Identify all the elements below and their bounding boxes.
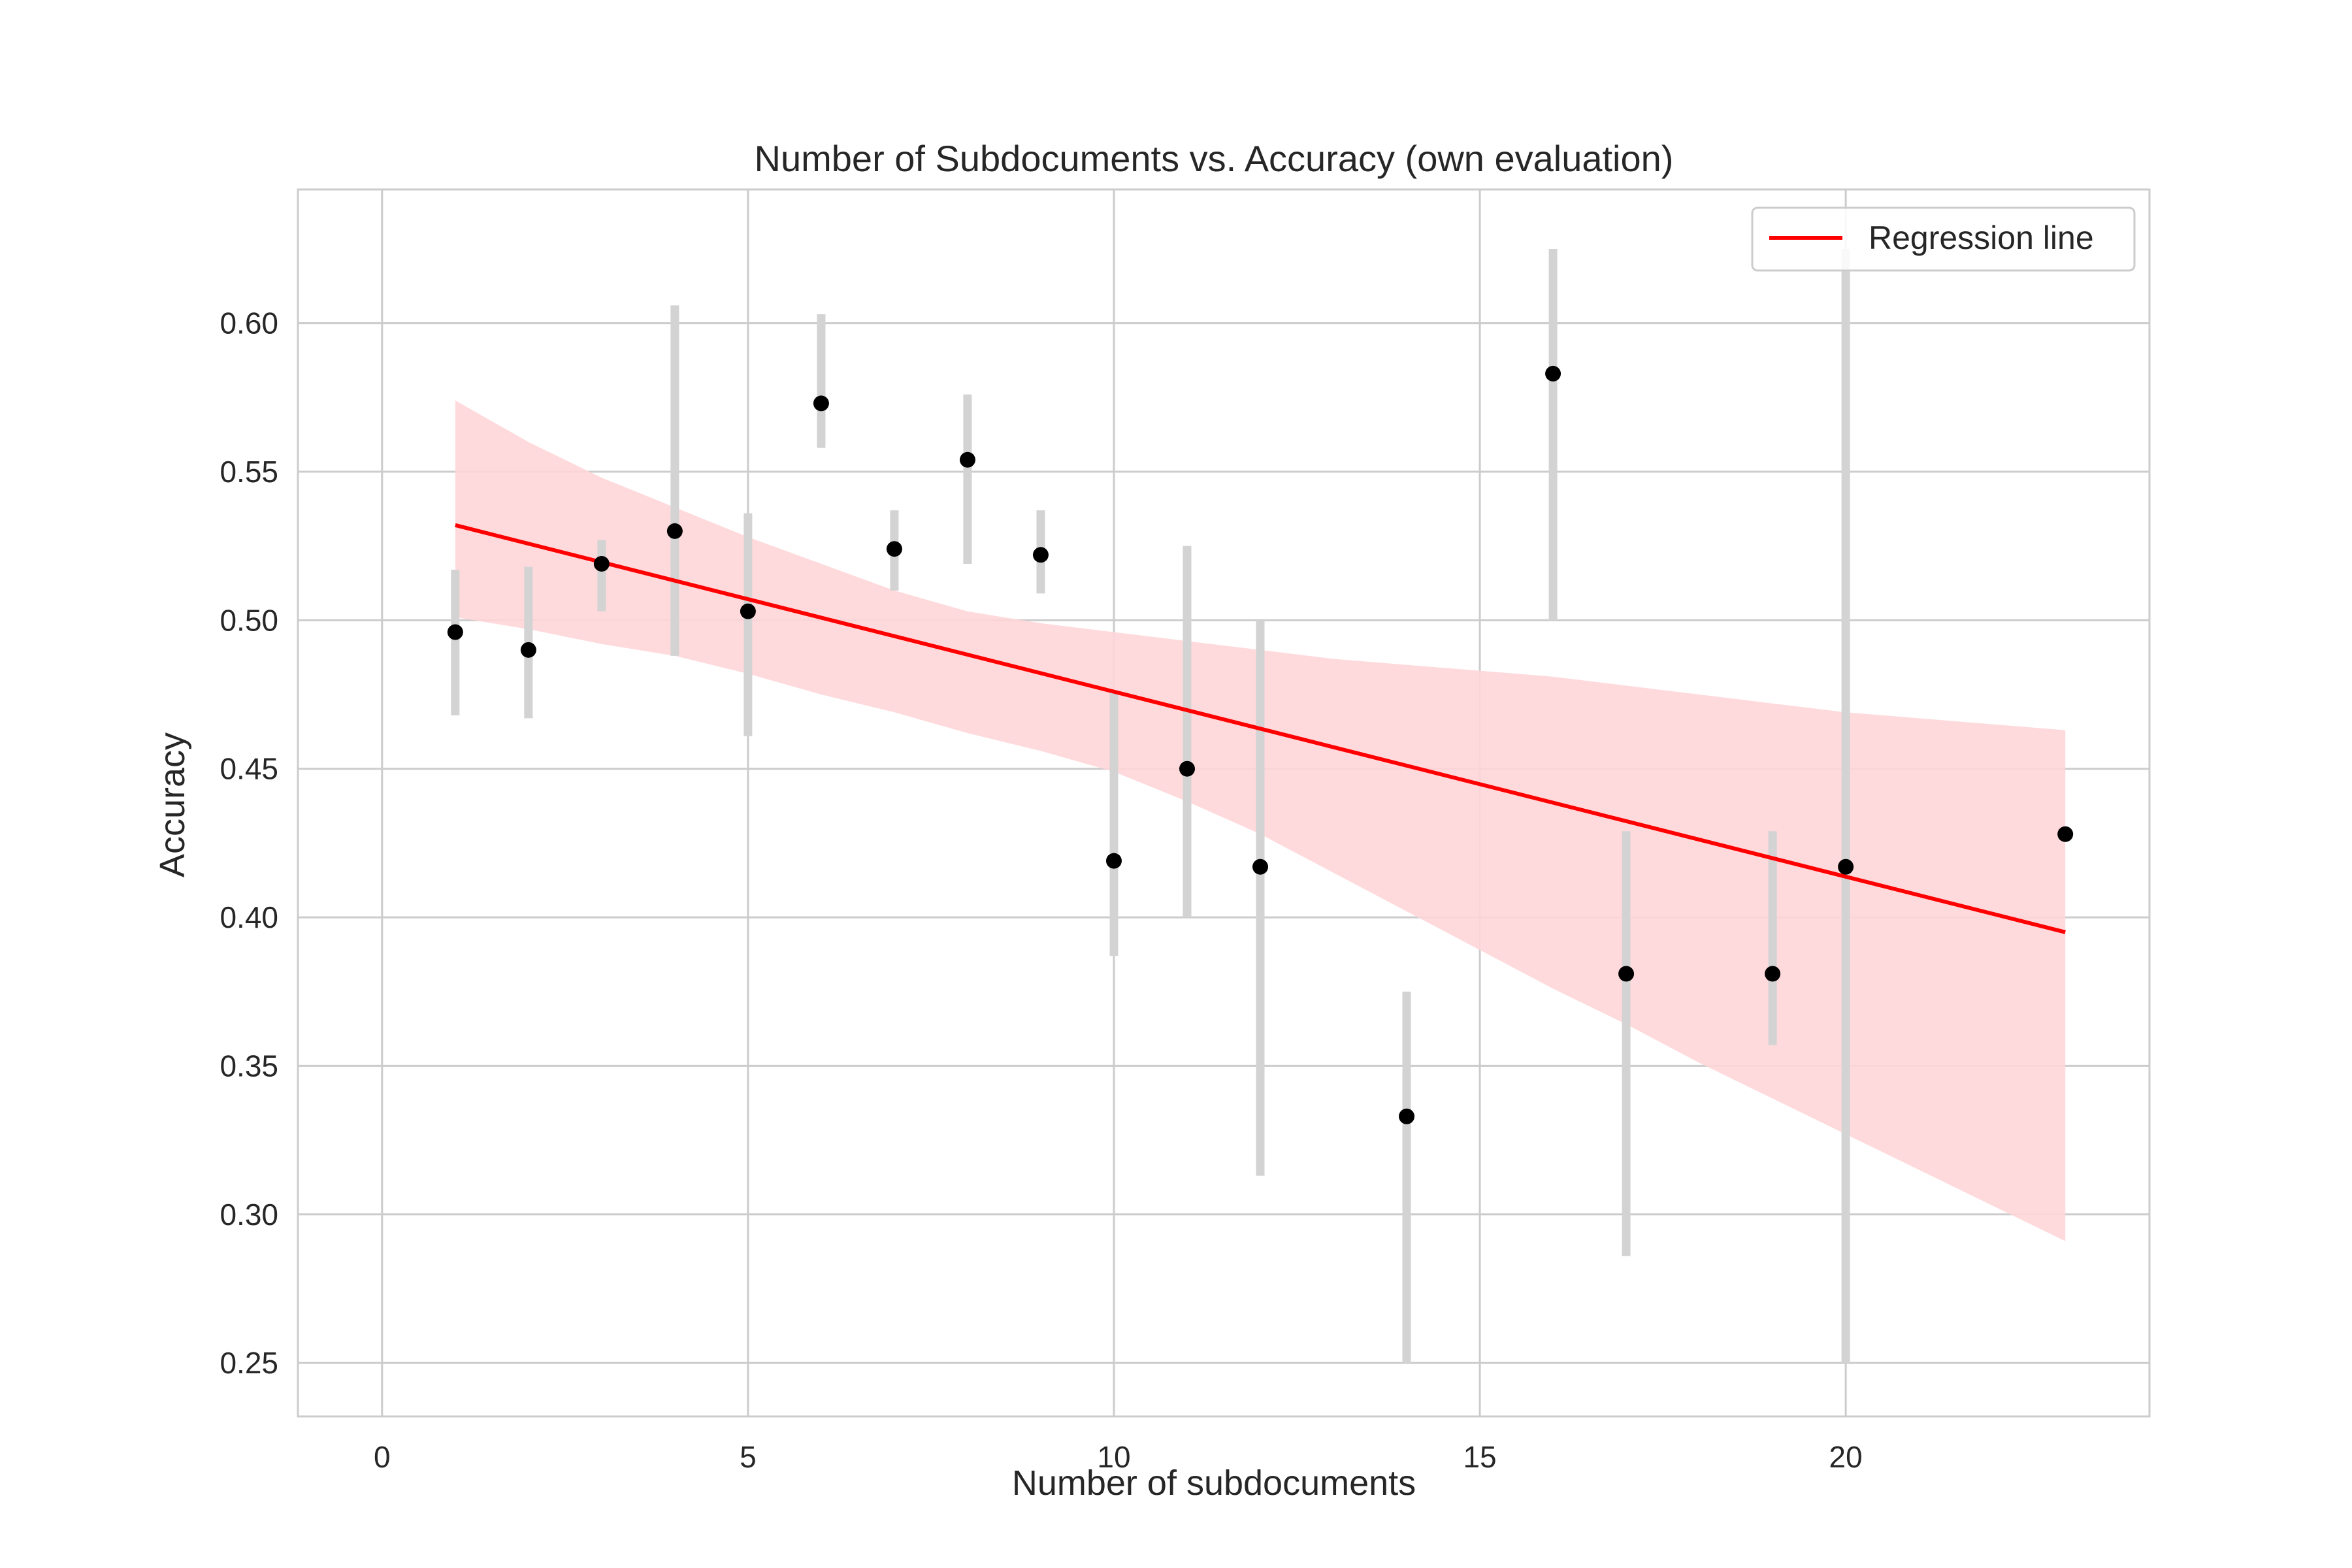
data-point <box>1399 1108 1415 1124</box>
data-point <box>1252 858 1269 875</box>
y-tick-label: 0.40 <box>220 900 278 934</box>
data-point <box>447 624 463 640</box>
x-tick-label: 20 <box>1829 1440 1863 1474</box>
y-tick-label: 0.30 <box>220 1198 278 1232</box>
x-tick-label: 10 <box>1097 1440 1130 1474</box>
regression-line-layer <box>455 523 2066 934</box>
y-tick-label: 0.35 <box>220 1049 278 1083</box>
data-point <box>1545 365 1561 382</box>
data-point <box>1765 966 1781 982</box>
data-point <box>1105 853 1122 869</box>
legend-box <box>1751 206 2136 272</box>
legend-label-regression: Regression line <box>1869 220 2094 256</box>
data-point <box>886 541 902 557</box>
x-tick-label: 5 <box>740 1440 757 1474</box>
y-tick-label: 0.50 <box>220 603 278 637</box>
data-point <box>740 603 756 619</box>
data-point <box>593 555 610 572</box>
data-point <box>813 395 829 412</box>
y-tick-label: 0.55 <box>220 455 278 489</box>
y-tick-label: 0.45 <box>220 752 278 786</box>
data-point <box>1032 547 1049 563</box>
legend: Regression line <box>1751 206 2136 272</box>
data-point <box>959 451 975 468</box>
data-point <box>1618 966 1635 982</box>
data-point <box>666 523 683 539</box>
data-point <box>520 642 536 658</box>
chart-title: Number of Subdocuments vs. Accuracy (own… <box>755 138 1674 179</box>
data-point <box>2057 826 2074 842</box>
y-tick-label: 0.25 <box>220 1346 278 1380</box>
x-tick-label: 0 <box>374 1440 391 1474</box>
x-tick-label: 15 <box>1463 1440 1496 1474</box>
y-tick-label: 0.60 <box>220 306 278 340</box>
data-point <box>1179 760 1195 777</box>
x-tick-labels: 0 5 10 15 20 <box>374 1440 1863 1474</box>
plot-frame <box>297 188 2151 1418</box>
regression-line <box>455 523 2066 934</box>
data-point <box>1838 858 1854 875</box>
x-axis-title: Number of subdocuments <box>1012 1463 1416 1503</box>
data-points <box>447 365 2074 1124</box>
y-axis-title: Accuracy <box>153 732 192 877</box>
error-bars <box>451 248 1850 1364</box>
y-tick-labels: 0.25 0.30 0.35 0.40 0.45 0.50 0.55 0.60 <box>220 306 278 1380</box>
